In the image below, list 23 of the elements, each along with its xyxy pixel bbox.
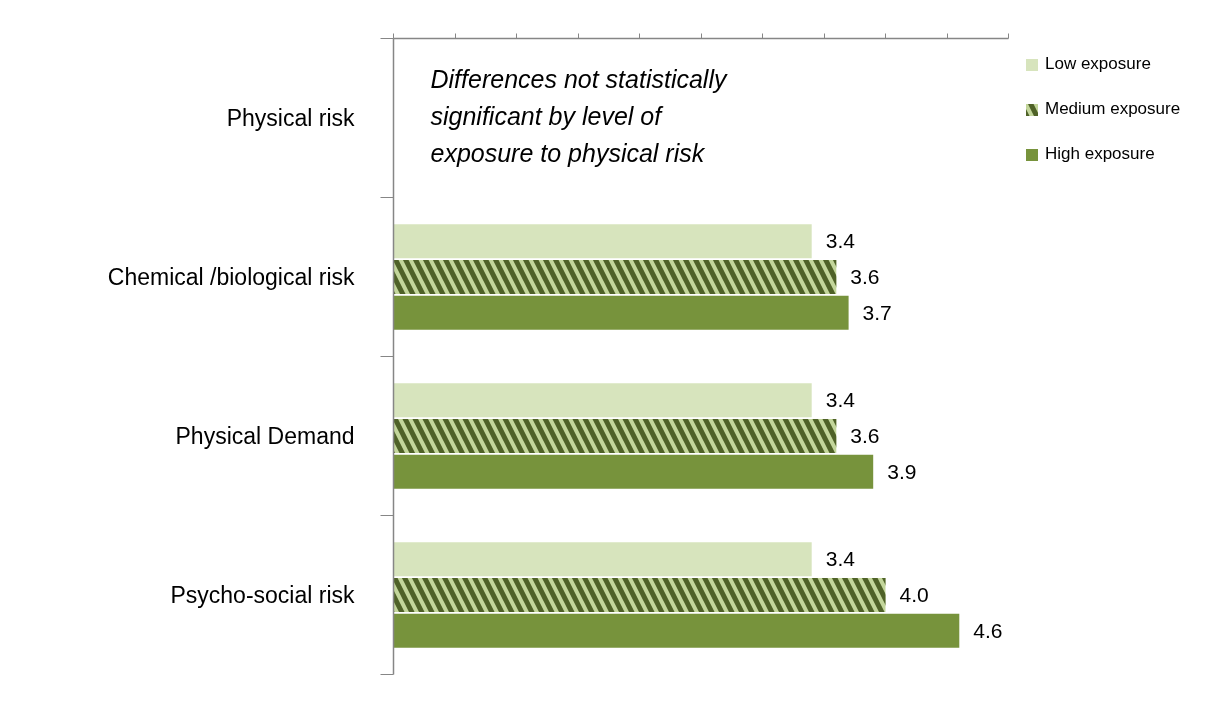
legend-label: High exposure (1045, 144, 1155, 164)
data-label: 3.6 (850, 265, 880, 288)
data-label: 3.4 (825, 547, 856, 571)
data-label: 3.4 (825, 229, 856, 253)
legend-label: Medium exposure (1045, 99, 1181, 119)
y-tick-label: Physical risk (226, 105, 355, 131)
bar (393, 613, 960, 648)
legend-label: Low exposure (1045, 54, 1151, 74)
data-label: 3.7 (862, 300, 892, 324)
data-label: 3.6 (850, 424, 880, 447)
bar (393, 454, 874, 489)
data-label: 4.6 (973, 618, 1003, 642)
y-tick-label: Chemical /biological risk (107, 264, 355, 290)
y-tick-label: Psycho-social risk (170, 582, 355, 608)
bar (393, 295, 849, 330)
annotation: Differences not statistically significant by level of exposure to physical risk (430, 64, 728, 167)
data-label: 3.9 (887, 459, 917, 483)
bar (393, 383, 812, 418)
bar (393, 542, 812, 577)
y-tick-label: Physical Demand (175, 423, 355, 449)
data-label: 4.0 (899, 583, 929, 606)
data-label: 3.4 (825, 388, 856, 412)
bar (393, 224, 812, 259)
